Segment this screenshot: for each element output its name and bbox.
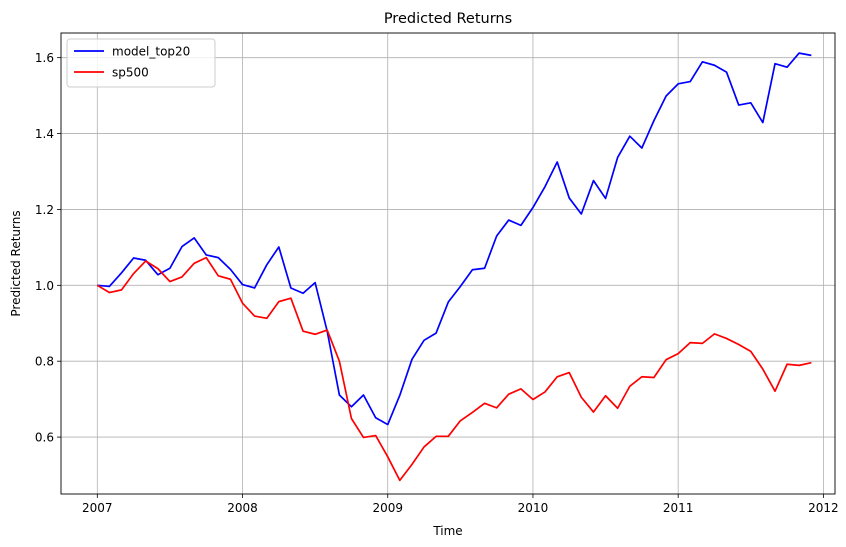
- x-tick-label: 2007: [82, 501, 113, 515]
- legend: model_top20 sp500: [66, 38, 216, 88]
- y-tick-label: 0.8: [35, 355, 54, 369]
- legend-label-model_top20: model_top20: [112, 45, 190, 59]
- x-tick-label: 2012: [808, 501, 839, 515]
- grid-lines: [61, 33, 835, 494]
- series-line-sp500: [96, 256, 812, 482]
- y-tick-label: 1.6: [35, 51, 54, 65]
- legend-label-sp500: sp500: [112, 66, 149, 80]
- x-axis-label: Time: [432, 524, 462, 538]
- y-tick-label: 1.0: [35, 279, 54, 293]
- y-axis-label: Predicted Returns: [9, 210, 23, 316]
- x-tick-label: 2010: [518, 501, 549, 515]
- y-tick-label: 1.2: [35, 203, 54, 217]
- y-tick-label: 0.6: [35, 431, 54, 445]
- x-tick-label: 2011: [663, 501, 694, 515]
- x-tick-label: 2008: [227, 501, 258, 515]
- y-tick-label: 1.4: [35, 127, 54, 141]
- x-tick-label: 2009: [372, 501, 403, 515]
- chart-title: Predicted Returns: [384, 11, 512, 27]
- series-lines: [96, 52, 812, 482]
- axis-ticks: 2007 2008 2009 2010 2011 2012 0.6 0.8 1.0 1.2 1.4 1…: [35, 51, 839, 515]
- plot-area-frame: [60, 32, 836, 495]
- series-line-model_top20: [97, 52, 812, 426]
